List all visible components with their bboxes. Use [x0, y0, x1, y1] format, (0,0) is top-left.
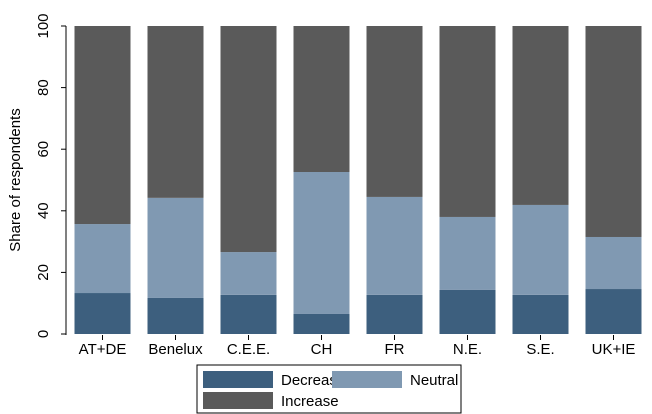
- y-axis-title: Share of respondents: [7, 108, 24, 251]
- bar-segment: [512, 26, 569, 205]
- x-tick-label: C.E.E.: [227, 341, 270, 358]
- x-tick-label: UK+IE: [592, 341, 636, 358]
- bar-segment: [147, 197, 204, 298]
- x-tick-label: Benelux: [148, 341, 203, 358]
- bar-segment: [585, 289, 642, 334]
- legend-swatch: [203, 392, 273, 409]
- bar-segment: [439, 216, 496, 290]
- bar-segment: [74, 293, 131, 334]
- x-tick-label: CH: [311, 341, 333, 358]
- bar-segment: [585, 236, 642, 290]
- legend-swatch: [203, 371, 273, 388]
- legend-label: Neutral: [410, 372, 458, 389]
- y-tick-label: 60: [35, 141, 52, 158]
- bar-segment: [293, 26, 350, 172]
- x-tick-label: S.E.: [526, 341, 554, 358]
- bar-segment: [147, 26, 204, 198]
- bar-segment: [439, 26, 496, 217]
- y-tick-label: 20: [35, 264, 52, 281]
- y-tick-label: 40: [35, 202, 52, 219]
- x-tick-label: N.E.: [453, 341, 482, 358]
- x-tick-label: AT+DE: [79, 341, 127, 358]
- y-tick-label: 100: [35, 13, 52, 38]
- y-tick-label: 0: [35, 330, 52, 338]
- bar-segment: [366, 294, 423, 334]
- bar-segment: [512, 294, 569, 334]
- legend-label: Decrease: [281, 372, 345, 389]
- bar-segment: [366, 196, 423, 295]
- bar-segment: [74, 224, 131, 294]
- bar-segment: [220, 252, 277, 295]
- bar-segment: [147, 297, 204, 334]
- bar-segment: [585, 26, 642, 237]
- bar-segment: [293, 171, 350, 314]
- x-tick-label: FR: [385, 341, 405, 358]
- y-tick-label: 80: [35, 79, 52, 96]
- legend-swatch: [332, 371, 402, 388]
- legend-label: Increase: [281, 393, 339, 410]
- bar-segment: [220, 294, 277, 334]
- bar-segment: [366, 26, 423, 197]
- bar-segment: [512, 204, 569, 295]
- bar-segment: [220, 26, 277, 253]
- bar-segment: [293, 313, 350, 334]
- bar-segment: [439, 289, 496, 334]
- bar-segment: [74, 26, 131, 225]
